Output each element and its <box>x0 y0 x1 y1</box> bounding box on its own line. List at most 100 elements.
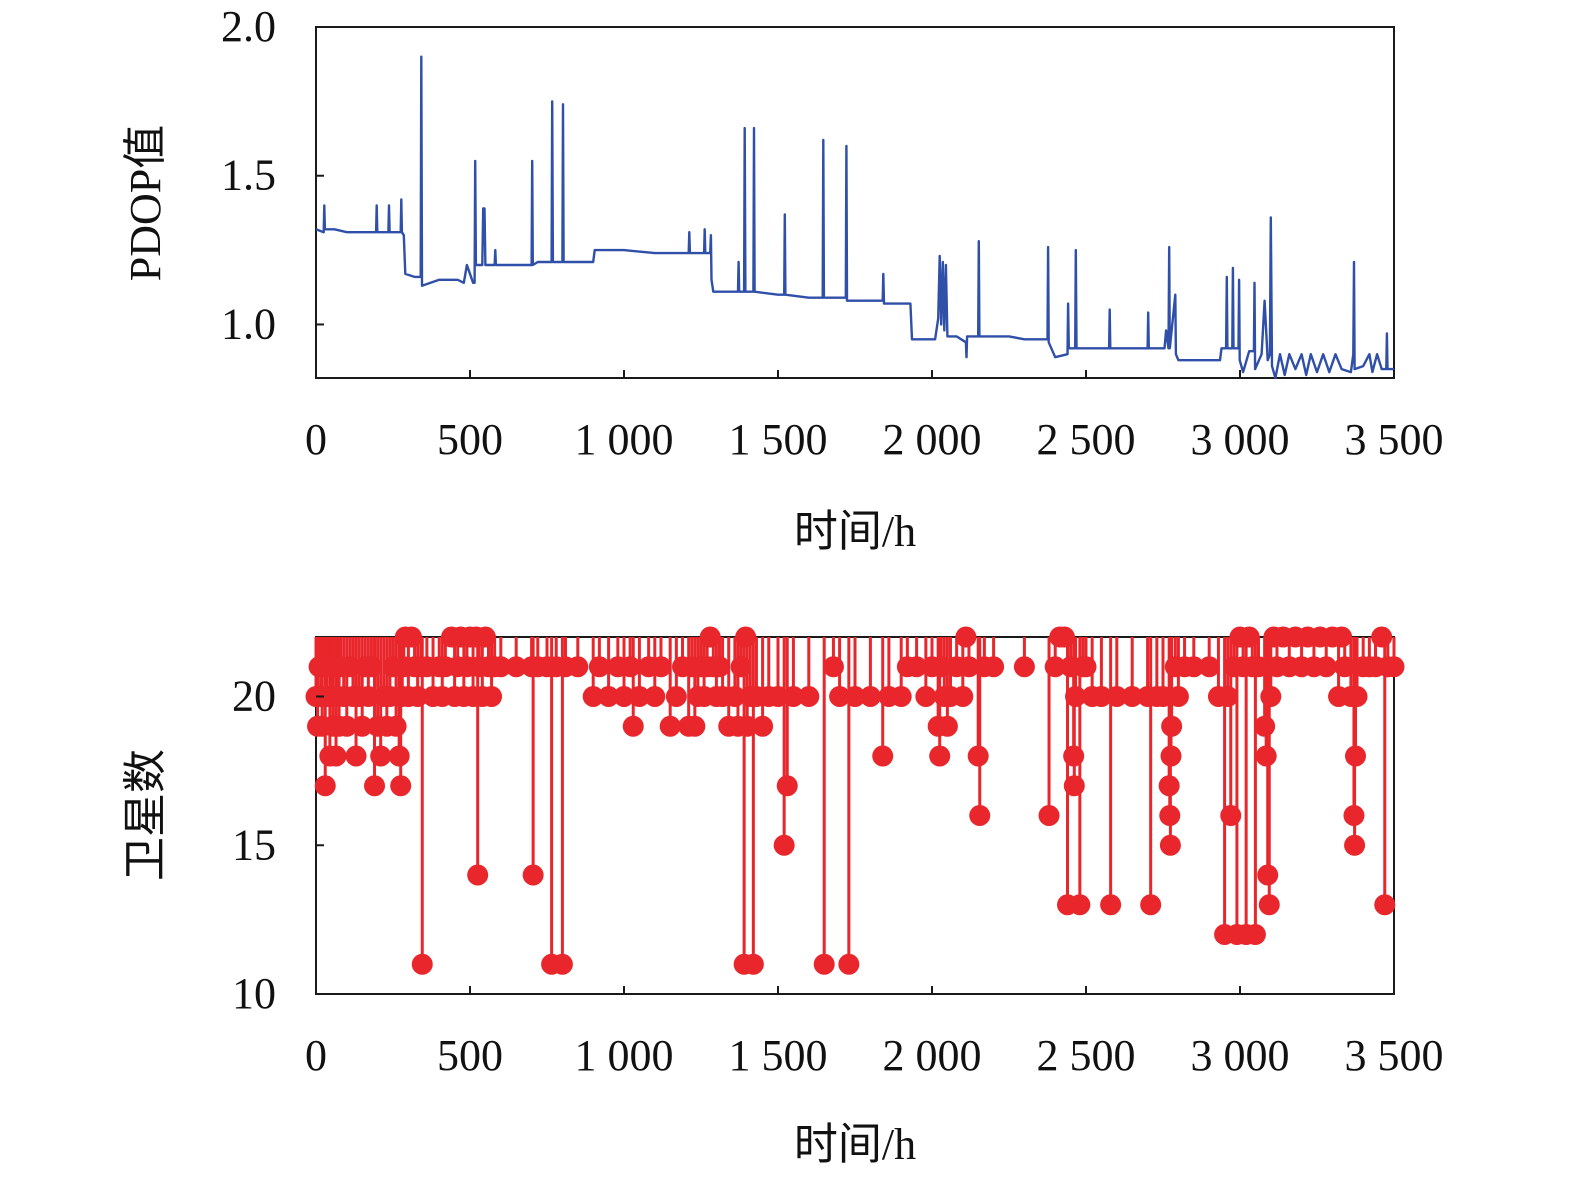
satellite-point <box>1345 745 1366 767</box>
satellite-point <box>411 953 433 975</box>
satellite-point <box>872 745 894 767</box>
satellite-point <box>360 656 382 678</box>
satellite-point <box>1038 805 1060 826</box>
satellite-point <box>1374 894 1396 916</box>
satellite-point <box>339 656 361 678</box>
satellite-point <box>813 953 835 975</box>
satellite-point <box>1260 686 1282 707</box>
pdop-x-tick-label: 1 500 <box>729 415 828 464</box>
satellite-point <box>1158 775 1180 797</box>
satellite-point <box>357 686 379 707</box>
satellite-point <box>859 686 881 707</box>
satellite-point <box>929 745 951 767</box>
satellite-x-tick-label: 0 <box>305 1031 327 1080</box>
satellite-point <box>1065 686 1087 707</box>
satellite-point <box>351 715 373 737</box>
satellite-point <box>598 686 620 707</box>
satellite-point <box>1220 805 1242 826</box>
satellite-point <box>505 656 527 678</box>
satellite-point <box>798 686 820 707</box>
satellite-point <box>474 626 496 648</box>
satellite-point <box>1383 656 1405 678</box>
satellite-point <box>1090 686 1112 707</box>
satellite-point <box>385 715 407 737</box>
satellite-point <box>1254 715 1276 737</box>
satellite-point <box>314 775 336 797</box>
satellite-point <box>1247 656 1269 678</box>
pdop-y-axis: 1.0 1.5 2.0 <box>221 2 324 348</box>
satellite-point <box>708 656 730 678</box>
satellite-point <box>490 656 512 678</box>
satellite-point <box>388 745 410 767</box>
satellite-point <box>1258 894 1280 916</box>
satellite-point <box>767 686 789 707</box>
pdop-x-axis-title: 时间/h <box>794 507 916 556</box>
satellite-point <box>776 775 798 797</box>
pdop-y-tick-label: 1.0 <box>221 299 276 348</box>
satellite-point <box>467 864 489 886</box>
satellite-point <box>844 686 866 707</box>
satellite-point <box>1013 656 1035 678</box>
satellite-point <box>958 656 980 678</box>
pdop-x-tick-label: 3 000 <box>1191 415 1290 464</box>
satellite-point <box>1075 656 1097 678</box>
satellite-point <box>1244 924 1266 945</box>
satellite-point <box>1238 626 1260 648</box>
pdop-x-tick-label: 500 <box>437 415 503 464</box>
satellite-point <box>613 686 635 707</box>
satellite-point <box>1044 656 1066 678</box>
pdop-x-tick-label: 2 500 <box>1037 415 1136 464</box>
pdop-x-tick-label: 2 000 <box>883 415 982 464</box>
satellite-point <box>644 686 666 707</box>
satellite-point <box>582 686 604 707</box>
satellite-point <box>1346 686 1368 707</box>
pdop-y-tick-label: 1.5 <box>221 151 276 200</box>
pdop-x-tick-label: 1 000 <box>575 415 674 464</box>
satellite-point <box>782 686 804 707</box>
satellite-x-tick-label: 3 000 <box>1191 1031 1290 1080</box>
satellite-point <box>915 686 937 707</box>
satellite-point <box>1161 715 1183 737</box>
satellite-point <box>829 686 851 707</box>
satellite-point <box>1069 894 1091 916</box>
satellite-point <box>684 715 706 737</box>
satellite-point <box>952 686 974 707</box>
pdop-series-line <box>315 55 1394 380</box>
satellite-point <box>551 953 573 975</box>
satellite-x-tick-label: 1 500 <box>729 1031 828 1080</box>
satellite-point <box>1315 656 1337 678</box>
satellite-stems <box>305 626 1405 975</box>
satellite-point <box>1140 894 1162 916</box>
satellite-point <box>622 715 644 737</box>
satellite-point <box>1160 745 1182 767</box>
pdop-chart: 0 500 1 000 1 500 2 000 2 500 3 000 3 500 1.01.… <box>121 2 1444 556</box>
satellite-point <box>1334 656 1356 678</box>
satellite-point <box>659 715 681 737</box>
satellite-point <box>1344 834 1366 856</box>
satellite-point <box>390 775 412 797</box>
satellite-point <box>736 715 758 737</box>
satellite-point <box>1371 626 1393 648</box>
satellite-point <box>1183 656 1205 678</box>
satellite-point <box>400 626 422 648</box>
satellite-point <box>983 656 1005 678</box>
satellite-point <box>1331 626 1353 648</box>
pdop-x-tick-label: 3 500 <box>1345 415 1444 464</box>
satellite-point <box>730 656 752 678</box>
satellite-point <box>522 864 544 886</box>
satellite-point <box>628 686 650 707</box>
satellite-point <box>1217 686 1239 707</box>
satellite-point <box>364 775 386 797</box>
satellite-point <box>773 834 795 856</box>
satellite-point <box>969 805 991 826</box>
satellite-point <box>724 686 746 707</box>
satellite-point <box>1198 656 1220 678</box>
satellite-point <box>967 745 989 767</box>
satellite-y-tick-label: 15 <box>232 820 276 869</box>
satellite-point <box>370 745 392 767</box>
satellite-point <box>665 686 687 707</box>
satellite-point <box>1343 805 1365 826</box>
satellite-point <box>1106 686 1128 707</box>
satellite-point <box>650 656 672 678</box>
